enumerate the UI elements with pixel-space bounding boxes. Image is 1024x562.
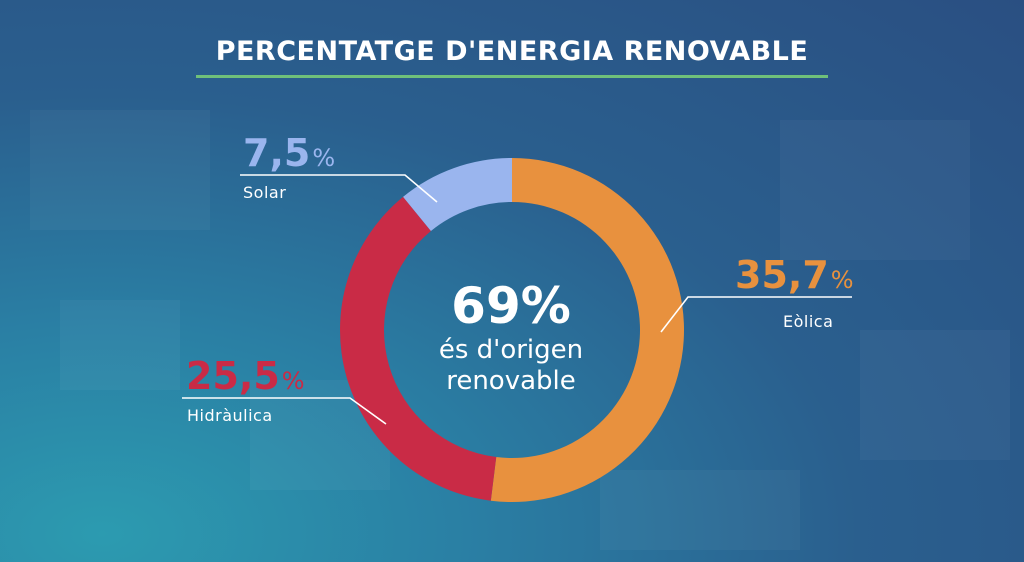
donut-slice-hidraulica <box>340 196 497 501</box>
slice-label-eolica: Eòlica <box>783 312 834 331</box>
chart-title: PERCENTATGE D'ENERGIA RENOVABLE <box>215 36 809 67</box>
slice-value-eolica: 35,7% <box>735 253 854 297</box>
center-text-line-2: renovable <box>446 366 576 396</box>
slice-value-hidraulica: 25,5% <box>186 354 305 398</box>
slice-label-hidraulica: Hidràulica <box>187 406 273 425</box>
donut-slice-solar <box>403 158 512 231</box>
slice-value-solar: 7,5% <box>243 131 336 175</box>
center-value: 69% <box>451 277 571 335</box>
center-text-line-1: és d'origen <box>438 335 584 365</box>
leader-line-hidraulica <box>182 397 387 425</box>
leader-lines <box>182 174 852 425</box>
leader-line-solar <box>240 174 438 203</box>
slice-label-solar: Solar <box>243 183 287 202</box>
title-underline <box>196 75 828 78</box>
leader-line-eolica <box>660 296 852 333</box>
donut-slice-eolica <box>490 158 684 502</box>
